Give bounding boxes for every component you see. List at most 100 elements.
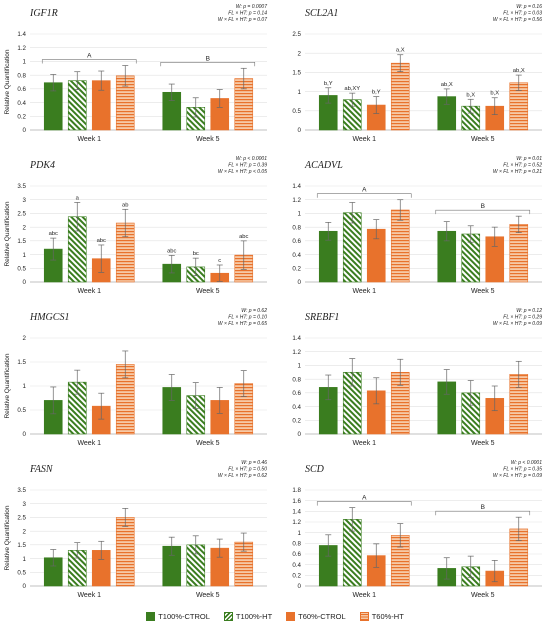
y-tick-label: 0.4 — [292, 404, 301, 411]
legend-item-t60-ht: T60%-HT — [359, 611, 404, 621]
x-tick-label: Week 5 — [196, 592, 220, 599]
y-tick-label: 0.8 — [292, 224, 301, 231]
legend-swatch-solid-green — [146, 611, 156, 621]
y-tick-label: 0 — [23, 583, 27, 590]
group-letter: A — [87, 53, 92, 60]
y-tick-label: 0.2 — [292, 417, 301, 424]
y-tick-label: 1.2 — [17, 45, 26, 52]
y-tick-label: 1.5 — [292, 70, 301, 77]
stats-annotation: FL × HT: p = 0.03 — [503, 11, 542, 17]
legend-item-t100-ctrol: T100%-CTROL — [146, 611, 210, 621]
y-tick-label: 3 — [23, 197, 27, 204]
stats-annotation: W: p < 0.0001 — [236, 156, 267, 162]
significance-letter: a,X — [396, 48, 405, 54]
legend: T100%-CTROL T100%-HT T60%-CTROL T60%-HT — [0, 608, 550, 624]
legend-label: T60%-HT — [371, 611, 404, 621]
stats-annotation: FL × HT: p = 0.50 — [228, 467, 267, 473]
group-bracket — [435, 209, 531, 215]
legend-label: T60%-CTROL — [298, 611, 346, 621]
x-tick-label: Week 5 — [196, 288, 220, 295]
y-tick-label: 0 — [298, 127, 302, 134]
stats-annotation: W × FL × HT: p = 0.07 — [218, 17, 267, 23]
y-tick-label: 0.8 — [292, 541, 301, 548]
y-tick-label: 1 — [23, 383, 27, 390]
y-tick-label: 1 — [23, 252, 27, 259]
chart-title: PDK4 — [29, 160, 55, 171]
significance-letter: a — [76, 195, 80, 201]
chart-panel-igf1r: 0 0.2 0.4 0.6 0.8 1 1.2 1.4 IGF1R W: p = 0.0007FL… — [4, 4, 267, 143]
legend-swatch-horiz-orange — [359, 611, 369, 621]
group-bracket — [41, 59, 137, 64]
significance-letter: b,Y — [372, 90, 381, 96]
chart-panel-srebf1: 0 0.2 0.4 0.6 0.8 1 1.2 1.4 SREBF1 W: p = 0.12FL … — [292, 308, 542, 447]
bar — [390, 62, 410, 131]
group-bracket — [435, 510, 531, 516]
chart-title: IGF1R — [29, 8, 58, 19]
stats-annotation: W: p = 0.46 — [241, 460, 267, 466]
stats-annotation: W: p = 0.12 — [516, 308, 542, 314]
chart-title: HMGCS1 — [29, 312, 69, 323]
legend-swatch-solid-orange — [286, 611, 296, 621]
y-tick-label: 1.2 — [292, 519, 301, 526]
y-tick-label: 3.5 — [17, 183, 26, 190]
x-tick-label: Week 5 — [196, 440, 220, 447]
x-tick-label: Week 5 — [471, 440, 495, 447]
y-tick-label: 0 — [298, 279, 302, 286]
y-tick-label: 0.2 — [17, 113, 26, 120]
significance-letter: ab,XY — [344, 86, 360, 92]
bar — [115, 517, 135, 587]
y-tick-label: 2.5 — [292, 31, 301, 38]
stats-annotation: W: p = 0.62 — [241, 308, 267, 314]
y-axis-label: Relative Quantification — [4, 505, 11, 570]
stats-annotation: W × FL × HT: p = 0.56 — [493, 17, 542, 23]
chart-panel-acadvl: 0 0.2 0.4 0.6 0.8 1 1.2 1.4 ACADVL W: p = 0.01FL … — [292, 156, 542, 295]
x-tick-label: Week 1 — [352, 592, 376, 599]
group-bracket — [316, 501, 412, 506]
y-axis-label: Relative Quantification — [4, 49, 11, 114]
significance-letter: abc — [49, 231, 58, 237]
y-tick-label: 1.5 — [17, 359, 26, 366]
y-tick-label: 0 — [23, 127, 27, 134]
significance-letter: abc — [167, 248, 176, 254]
x-tick-label: Week 1 — [77, 288, 101, 295]
y-tick-label: 0.6 — [292, 238, 301, 245]
stats-annotation: W × FL × HT: p = 0.09 — [493, 321, 542, 327]
y-tick-label: 3.5 — [17, 487, 26, 494]
y-tick-label: 0.4 — [17, 100, 26, 107]
y-tick-label: 0.6 — [17, 86, 26, 93]
stats-annotation: W: p < 0.0001 — [511, 460, 542, 466]
stats-annotation: W × FL × HT: p = 0.09 — [493, 473, 542, 479]
group-letter: B — [481, 504, 485, 511]
x-tick-label: Week 1 — [77, 136, 101, 143]
y-tick-label: 0.6 — [292, 390, 301, 397]
y-tick-label: 0 — [298, 431, 302, 438]
y-tick-label: 2 — [298, 50, 302, 57]
x-tick-label: Week 1 — [77, 592, 101, 599]
y-tick-label: 0.5 — [292, 108, 301, 115]
y-tick-label: 1.5 — [17, 542, 26, 549]
y-tick-label: 1.6 — [292, 498, 301, 505]
y-tick-label: 2.5 — [17, 515, 26, 522]
y-tick-label: 0 — [23, 279, 27, 286]
stats-annotation: W: p = 0.16 — [516, 4, 542, 10]
x-tick-label: Week 5 — [471, 288, 495, 295]
y-tick-label: 0.4 — [292, 562, 301, 569]
stats-annotation: FL × HT: p = 0.10 — [228, 315, 267, 321]
stats-annotation: FL × HT: p = 0.52 — [503, 163, 542, 169]
significance-letter: b,Y — [324, 81, 333, 87]
group-letter: A — [362, 187, 367, 194]
chart-panel-scd: 0 0.2 0.4 0.6 0.8 1 1.2 1.4 1.6 1.8 SCD W: p < 0.00… — [292, 460, 542, 599]
y-tick-label: 2.5 — [17, 211, 26, 218]
y-tick-label: 1 — [23, 59, 27, 66]
y-tick-label: 1 — [298, 211, 302, 218]
significance-letter: abc — [97, 238, 106, 244]
y-tick-label: 0.8 — [292, 376, 301, 383]
bar — [509, 224, 529, 283]
significance-letter: abc — [239, 234, 248, 240]
legend-item-t100-ht: T100%-HT — [223, 611, 272, 621]
y-tick-label: 1 — [298, 530, 302, 537]
y-tick-label: 1.2 — [292, 197, 301, 204]
